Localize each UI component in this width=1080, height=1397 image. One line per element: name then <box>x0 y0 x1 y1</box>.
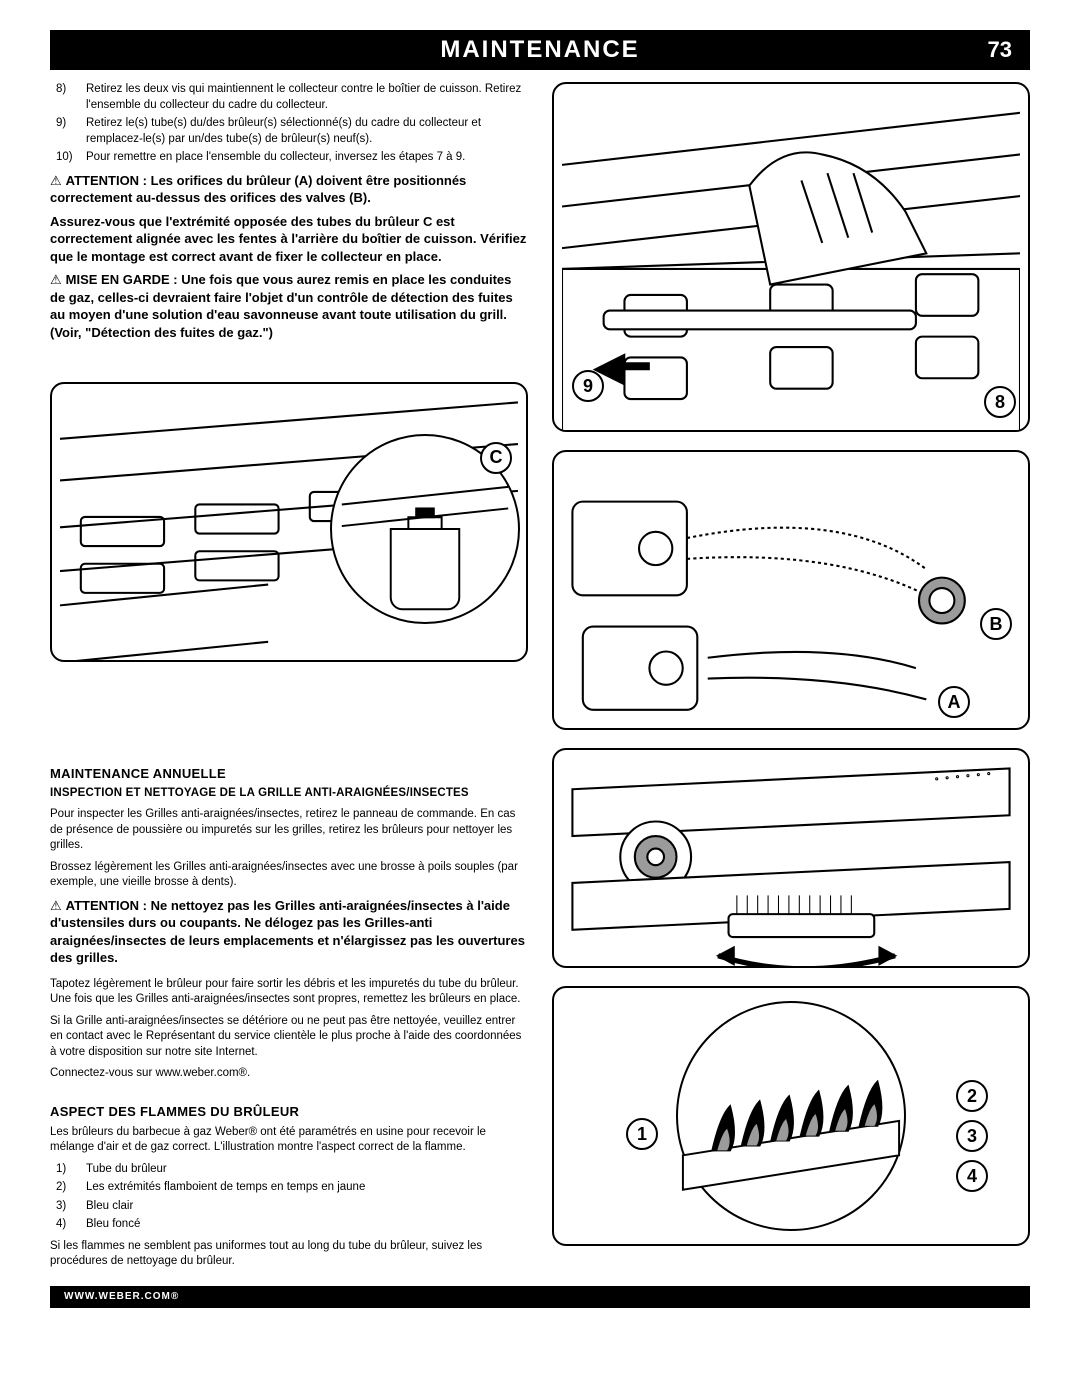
page-footer: WWW.WEBER.COM® <box>50 1286 1030 1308</box>
flame-intro: Les brûleurs du barbecue à gaz Weber® on… <box>50 1125 528 1156</box>
warn-text: ATTENTION : Les orifices du brûleur (A) … <box>50 173 466 206</box>
annual-figure-col: 1 2 3 4 <box>552 748 1030 1276</box>
callout-c: C <box>480 442 512 474</box>
callout-b: B <box>980 608 1012 640</box>
figure-brush-svg <box>562 758 1020 966</box>
upper-grid: 8)Retirez les deux vis qui maintiennent … <box>50 82 1030 748</box>
step-row: 10)Pour remettre en place l'ensemble du … <box>56 150 528 166</box>
page-title: MAINTENANCE <box>440 36 639 64</box>
step-row: 9)Retirez le(s) tube(s) du/des brûleur(s… <box>56 116 528 147</box>
flame-row: 2)Les extrémités flamboient de temps en … <box>56 1180 528 1196</box>
callout-8: 8 <box>984 386 1016 418</box>
annual-warn: ATTENTION : Ne nettoyez pas les Grilles … <box>50 897 528 967</box>
annual-head: MAINTENANCE ANNUELLE <box>50 766 528 781</box>
figure-remove-collector: ◀━ 9 8 <box>552 82 1030 432</box>
annual-p4: Si la Grille anti-araignées/insectes se … <box>50 1014 528 1061</box>
annual-text-col: MAINTENANCE ANNUELLE INSPECTION ET NETTO… <box>50 748 528 1276</box>
attention-block-1: ATTENTION : Les orifices du brûleur (A) … <box>50 172 528 207</box>
figure-c-alignment: C <box>50 382 528 662</box>
flame-row: 1)Tube du brûleur <box>56 1162 528 1178</box>
page-header: MAINTENANCE 73 <box>50 30 1030 70</box>
warning-icon <box>50 898 66 913</box>
step-text: Retirez le(s) tube(s) du/des brûleur(s) … <box>86 116 528 147</box>
callout-flame-4: 4 <box>956 1160 988 1192</box>
callout-flame-2: 2 <box>956 1080 988 1112</box>
step-text: Pour remettre en place l'ensemble du col… <box>86 150 528 166</box>
figure-flame-pattern: 1 2 3 4 <box>552 986 1030 1246</box>
figure-brush-screen <box>552 748 1030 968</box>
callout-a: A <box>938 686 970 718</box>
step-num: 8) <box>56 82 86 113</box>
attention-block-2: MISE EN GARDE : Une fois que vous aurez … <box>50 271 528 341</box>
step-text: Retirez les deux vis qui maintiennent le… <box>86 82 528 113</box>
right-figure-col: ◀━ 9 8 ↑ B A <box>552 82 1030 748</box>
annual-p2: Brossez légèrement les Grilles anti-arai… <box>50 860 528 891</box>
step-num: 10) <box>56 150 86 166</box>
callout-flame-3: 3 <box>956 1120 988 1152</box>
flame-list: 1)Tube du brûleur 2)Les extrémités flamb… <box>56 1162 528 1233</box>
assure-block: Assurez-vous que l'extrémité opposée des… <box>50 213 528 266</box>
left-text-col: 8)Retirez les deux vis qui maintiennent … <box>50 82 528 748</box>
step-row: 8)Retirez les deux vis qui maintiennent … <box>56 82 528 113</box>
annual-p3: Tapotez légèrement le brûleur pour faire… <box>50 977 528 1008</box>
lower-grid: MAINTENANCE ANNUELLE INSPECTION ET NETTO… <box>50 748 1030 1276</box>
figure-orifice-align: ↑ B A <box>552 450 1030 730</box>
warning-icon <box>50 272 66 287</box>
flame-row: 4)Bleu foncé <box>56 1217 528 1233</box>
page-number: 73 <box>988 37 1012 63</box>
annual-subhead: INSPECTION ET NETTOYAGE DE LA GRILLE ANT… <box>50 787 528 799</box>
flame-outro: Si les flammes ne semblent pas uniformes… <box>50 1239 528 1270</box>
footer-url: WWW.WEBER.COM® <box>64 1291 179 1302</box>
warning-icon <box>50 173 66 188</box>
step-num: 9) <box>56 116 86 147</box>
flame-head: ASPECT DES FLAMMES DU BRÛLEUR <box>50 1104 528 1119</box>
callout-9: 9 <box>572 370 604 402</box>
flame-svg <box>678 1003 904 1229</box>
warn-text: ATTENTION : Ne nettoyez pas les Grilles … <box>50 898 525 966</box>
flame-row: 3)Bleu clair <box>56 1199 528 1215</box>
callout-flame-1: 1 <box>626 1118 658 1150</box>
warn-text: MISE EN GARDE : Une fois que vous aurez … <box>50 272 513 340</box>
annual-p5: Connectez-vous sur www.weber.com®. <box>50 1066 528 1082</box>
annual-p1: Pour inspecter les Grilles anti-araignée… <box>50 807 528 854</box>
flame-circle <box>676 1001 906 1231</box>
step-list: 8)Retirez les deux vis qui maintiennent … <box>56 82 528 166</box>
